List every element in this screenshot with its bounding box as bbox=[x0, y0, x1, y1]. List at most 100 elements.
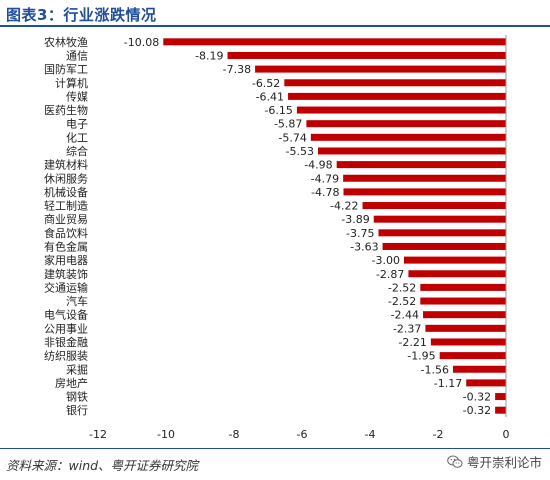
bar bbox=[420, 283, 506, 291]
value-label: -0.32 bbox=[463, 404, 491, 417]
category-label: 有色金属 bbox=[44, 239, 88, 253]
x-tick-label: -4 bbox=[365, 428, 376, 441]
bar bbox=[343, 174, 506, 182]
value-label: -7.38 bbox=[223, 63, 251, 76]
value-label: -8.19 bbox=[195, 49, 223, 62]
category-label: 化工 bbox=[66, 130, 88, 144]
bar bbox=[404, 256, 506, 264]
bar bbox=[288, 92, 506, 100]
category-label: 综合 bbox=[66, 144, 88, 158]
category-label: 建筑装饰 bbox=[44, 267, 88, 281]
source-note: 资料来源：wind、粤开证券研究院 bbox=[6, 458, 199, 473]
x-tick-label: -10 bbox=[157, 428, 175, 441]
bar bbox=[362, 202, 506, 210]
value-label: -1.56 bbox=[420, 363, 448, 376]
value-label: -6.41 bbox=[256, 90, 284, 103]
wechat-icon bbox=[447, 455, 463, 469]
category-label: 公用事业 bbox=[44, 322, 88, 335]
bar bbox=[163, 38, 506, 46]
category-label: 通信 bbox=[66, 49, 88, 62]
x-tick-label: -2 bbox=[433, 428, 444, 441]
category-label: 电气设备 bbox=[44, 308, 88, 322]
category-label: 银行 bbox=[66, 403, 88, 417]
value-label: -6.52 bbox=[252, 77, 280, 90]
value-label: -4.78 bbox=[311, 186, 339, 199]
value-label: -6.15 bbox=[264, 104, 292, 117]
value-label: -3.00 bbox=[372, 254, 400, 267]
bar bbox=[378, 229, 506, 237]
bar bbox=[255, 65, 506, 73]
value-label: -2.52 bbox=[388, 295, 416, 308]
bar bbox=[227, 51, 507, 59]
category-label: 房地产 bbox=[55, 376, 88, 390]
value-label: -2.44 bbox=[391, 309, 419, 322]
category-label: 钢铁 bbox=[66, 391, 88, 404]
value-label: -2.21 bbox=[398, 336, 426, 349]
category-label: 机械设备 bbox=[44, 185, 88, 199]
value-label: -0.32 bbox=[463, 391, 491, 404]
x-tick-label: 0 bbox=[503, 428, 510, 441]
category-label: 采掘 bbox=[66, 362, 88, 376]
category-label: 纺织服装 bbox=[44, 349, 88, 363]
x-tick-label: -6 bbox=[297, 428, 308, 441]
bar bbox=[495, 406, 506, 414]
category-label: 商业贸易 bbox=[44, 212, 88, 226]
source-divider bbox=[0, 448, 550, 449]
watermark-text: 粤开崇利论市 bbox=[466, 455, 542, 470]
value-label: -3.89 bbox=[341, 213, 369, 226]
value-label: -2.52 bbox=[388, 281, 416, 294]
category-label: 交通运输 bbox=[44, 280, 88, 294]
value-label: -5.74 bbox=[278, 131, 306, 144]
x-tick-label: -12 bbox=[89, 428, 107, 441]
value-label: -3.75 bbox=[346, 227, 374, 240]
watermark: 粤开崇利论市 bbox=[447, 452, 542, 471]
category-label: 食品饮料 bbox=[44, 226, 88, 240]
bar bbox=[284, 79, 506, 87]
value-label: -4.98 bbox=[304, 159, 332, 172]
value-label: -2.87 bbox=[376, 268, 404, 281]
bar bbox=[373, 215, 506, 223]
category-label: 传媒 bbox=[66, 90, 88, 103]
bar bbox=[310, 133, 506, 141]
category-label: 国防军工 bbox=[44, 62, 88, 76]
value-label: -1.17 bbox=[434, 377, 462, 390]
value-label: -4.79 bbox=[311, 172, 339, 185]
bar bbox=[452, 365, 506, 373]
title-divider bbox=[0, 25, 550, 27]
category-label: 非银金融 bbox=[44, 335, 88, 349]
category-label: 汽车 bbox=[66, 294, 88, 308]
bar bbox=[420, 297, 506, 305]
category-label: 计算机 bbox=[55, 76, 88, 90]
value-label: -5.53 bbox=[286, 145, 314, 158]
category-label: 家用电器 bbox=[44, 253, 88, 267]
category-label: 电子 bbox=[66, 118, 88, 131]
bar bbox=[306, 120, 506, 128]
value-label: -4.22 bbox=[330, 200, 358, 213]
category-label: 医药生物 bbox=[44, 103, 88, 117]
bar bbox=[495, 393, 506, 401]
value-label: -1.95 bbox=[407, 350, 435, 363]
bar bbox=[317, 147, 506, 155]
bar bbox=[430, 338, 506, 346]
bar bbox=[296, 106, 506, 114]
category-label: 休闲服务 bbox=[44, 171, 88, 185]
title-bar: 图表3：行业涨跌情况 bbox=[0, 0, 550, 27]
bar bbox=[439, 352, 506, 360]
bar bbox=[382, 242, 506, 250]
bar bbox=[425, 324, 506, 332]
bar bbox=[408, 270, 506, 278]
value-label: -5.87 bbox=[274, 118, 302, 131]
category-label: 建筑材料 bbox=[44, 158, 88, 172]
value-label: -10.08 bbox=[124, 36, 159, 49]
value-label: -2.37 bbox=[393, 322, 421, 335]
bar-chart: -10.08 农林牧渔 -8.19 通信 -7.38 国防军工 -6.52 计算机 -6.41 传… bbox=[44, 35, 510, 441]
category-label: 轻工制造 bbox=[44, 199, 88, 213]
value-label: -3.63 bbox=[350, 240, 378, 253]
chart-title: 图表3：行业涨跌情况 bbox=[6, 6, 157, 24]
bar bbox=[343, 188, 506, 196]
bar bbox=[466, 379, 506, 387]
bar bbox=[336, 161, 506, 169]
category-label: 农林牧渔 bbox=[44, 35, 88, 49]
bar bbox=[423, 311, 506, 319]
x-tick-label: -8 bbox=[229, 428, 240, 441]
